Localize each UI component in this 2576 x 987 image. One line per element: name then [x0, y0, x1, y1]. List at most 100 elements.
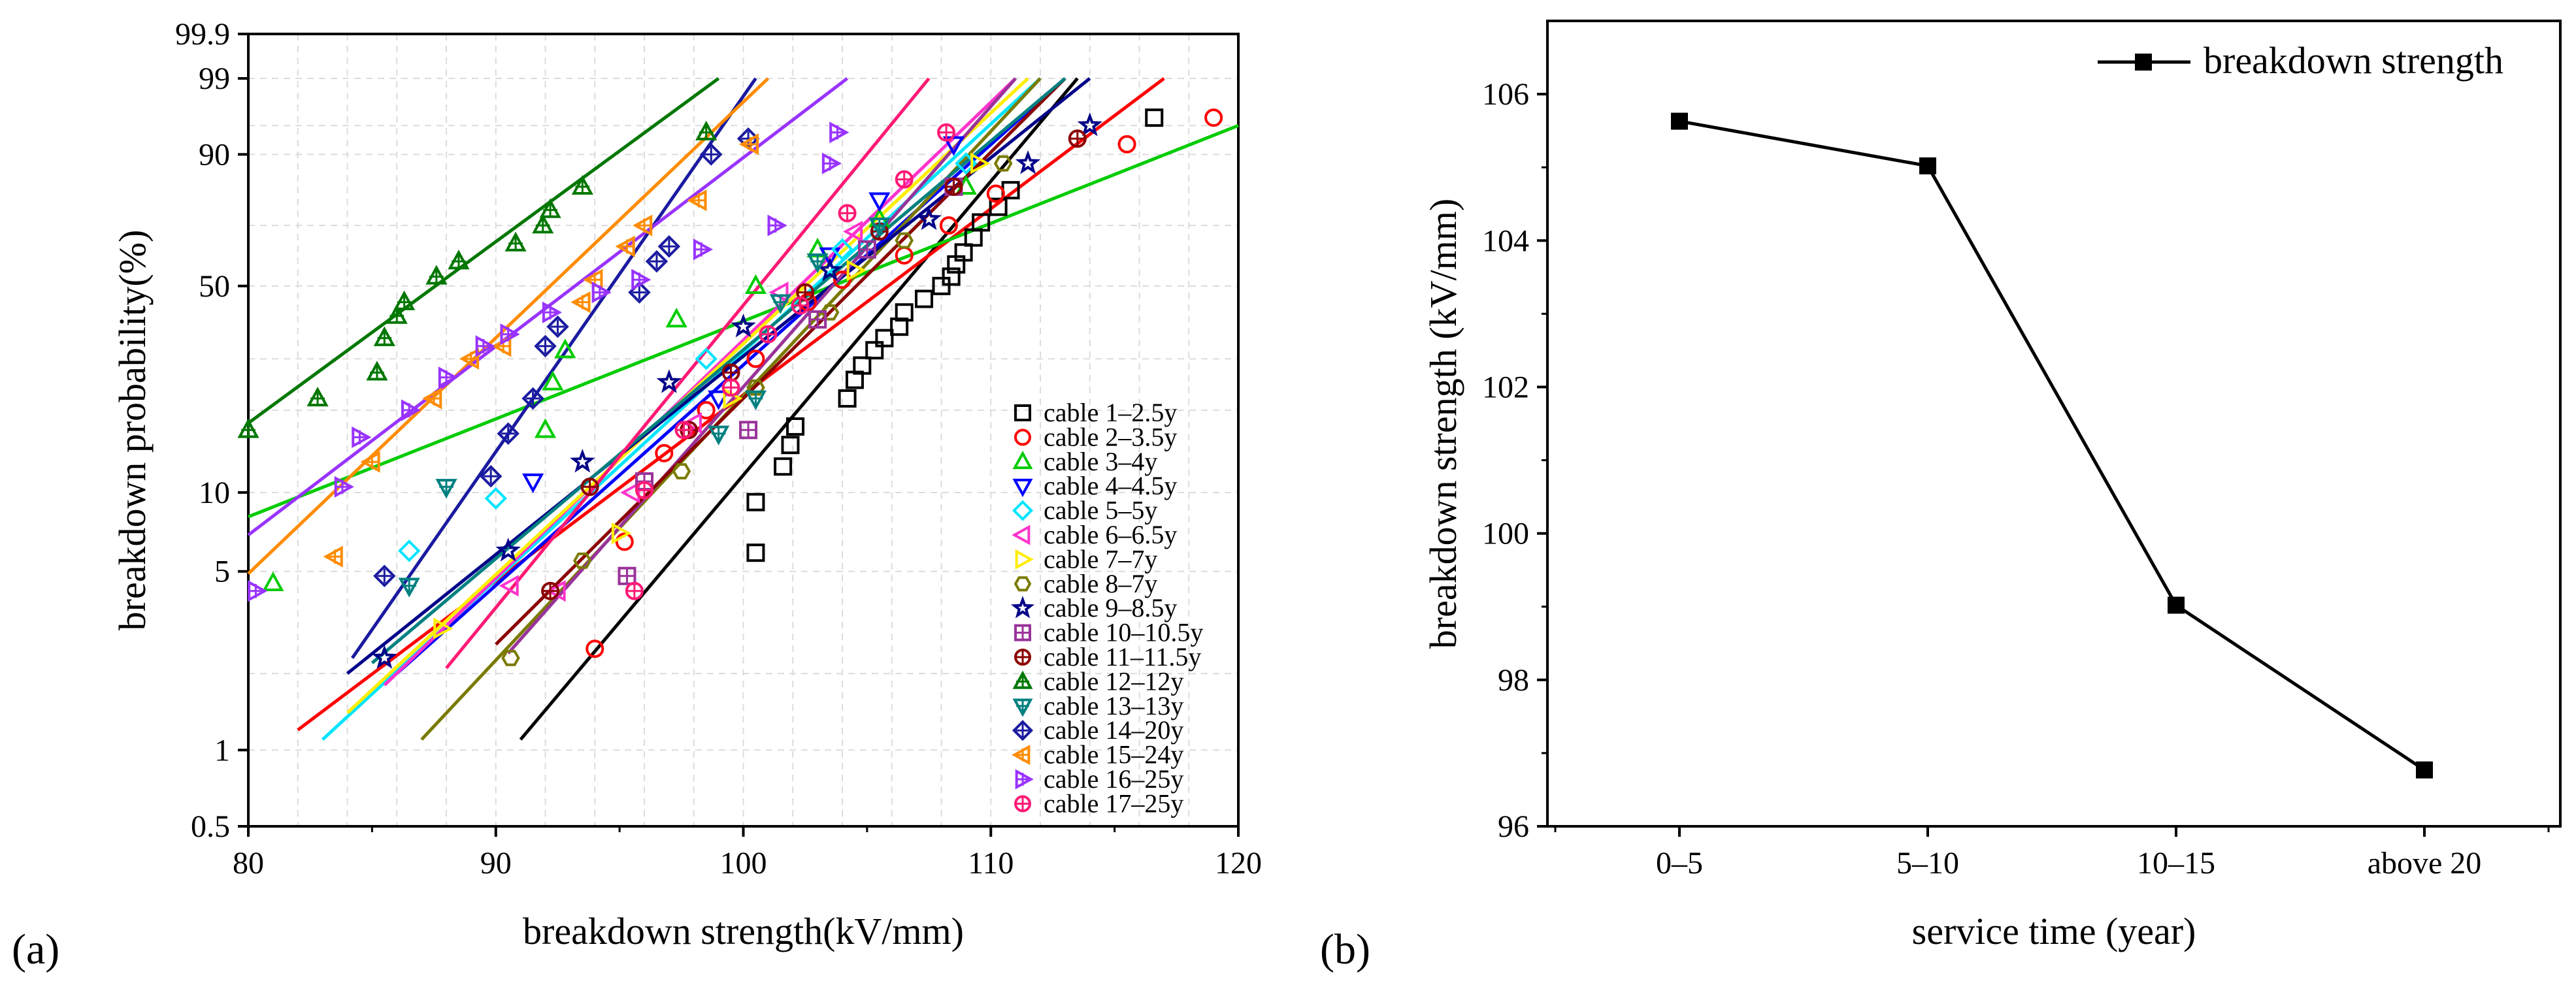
data-point — [386, 304, 408, 324]
y-tick-label: 98 — [1498, 663, 1529, 698]
y-axis-label: breakdown strength (kV/mm) — [1422, 199, 1464, 649]
x-tick-label: 90 — [480, 846, 512, 881]
data-point — [954, 243, 973, 262]
data-point — [360, 451, 380, 473]
data-point — [693, 238, 714, 261]
panel-a-label: (a) — [12, 926, 59, 973]
fit-line — [248, 123, 1239, 519]
x-axis-label: service time (year) — [1912, 910, 2196, 952]
data-point — [916, 206, 942, 231]
data-point — [708, 390, 730, 410]
data-point — [821, 152, 842, 174]
data-point — [890, 317, 909, 336]
data-point — [306, 387, 329, 407]
data-point — [532, 214, 554, 234]
legend-label: cable 2–3.5y — [1044, 422, 1177, 451]
y-tick-label: 99.9 — [175, 17, 230, 52]
data-point — [829, 121, 850, 144]
data-point — [438, 366, 458, 389]
legend-marker — [1014, 404, 1031, 421]
data-point — [615, 532, 634, 551]
data-point — [759, 325, 778, 344]
data-point — [573, 552, 592, 569]
legend-marker — [1015, 549, 1034, 570]
panel-b-plot-frame — [1546, 20, 2562, 828]
data-point — [586, 639, 604, 658]
legend-marker — [2135, 54, 2152, 71]
data-point — [865, 341, 884, 360]
data-point — [786, 417, 805, 436]
data-point — [838, 204, 857, 223]
data-point — [838, 389, 857, 408]
data-point — [2168, 596, 2185, 614]
y-tick-label: 90 — [199, 137, 230, 172]
data-point — [746, 493, 765, 511]
data-point — [334, 476, 354, 498]
legend-marker — [1014, 429, 1031, 446]
data-point — [831, 238, 854, 261]
data-point — [746, 379, 765, 396]
panel-a-chart: 80 90 100 110 120 0.5 1 5 10 50 90 99 99.9 breakdown … — [12, 17, 1262, 973]
data-point — [373, 326, 395, 346]
data-point — [571, 174, 593, 195]
legend-label: cable 16–25y — [1044, 764, 1183, 794]
data-point — [993, 155, 1013, 172]
data-point — [433, 617, 454, 639]
data-point — [500, 323, 520, 346]
fit-line — [506, 77, 1017, 655]
data-point — [497, 422, 520, 445]
data-point — [700, 143, 723, 166]
data-point — [857, 240, 876, 259]
y-tick-label: 96 — [1498, 809, 1529, 844]
data-point — [767, 214, 787, 236]
data-point — [846, 259, 867, 282]
data-point — [657, 235, 681, 258]
data-point — [731, 313, 756, 338]
legend-label: cable 11–11.5y — [1044, 642, 1201, 671]
data-point — [542, 301, 563, 323]
series-line — [1679, 120, 2426, 771]
data-point — [484, 487, 507, 510]
data-point — [695, 348, 718, 370]
x-tick-label: above 20 — [2368, 846, 2482, 881]
data-point — [1117, 135, 1136, 154]
data-point — [570, 448, 595, 473]
x-tick-label: 0–5 — [1656, 846, 1703, 881]
panel-b-chart: 96 98 100 102 104 106 0–5 5–10 10–15 above 20 serv… — [1320, 20, 2562, 973]
legend-label: cable 4–4.5y — [1044, 471, 1177, 500]
fit-line — [519, 77, 1079, 741]
y-axis-label: breakdown probability(%) — [111, 230, 154, 631]
legend-label: cable 1–2.5y — [1044, 398, 1177, 427]
data-point — [542, 370, 564, 391]
legend-marker — [1014, 576, 1032, 592]
data-point — [875, 329, 894, 348]
data-point — [1077, 112, 1102, 137]
data-point — [479, 464, 503, 488]
legend-label: cable 13–13y — [1044, 691, 1183, 720]
legend-label: cable 7–7y — [1044, 544, 1157, 574]
data-point — [744, 390, 767, 410]
x-tick-label: 110 — [968, 846, 1014, 881]
x-tick-label: 100 — [720, 846, 767, 881]
data-point — [521, 473, 544, 493]
data-point — [868, 192, 891, 212]
data-point — [746, 349, 765, 368]
legend-marker — [1014, 649, 1031, 666]
panel-b-label: (b) — [1320, 926, 1370, 973]
data-point — [769, 294, 791, 314]
legend-marker — [1010, 596, 1035, 619]
data-point — [914, 289, 933, 308]
y-tick-label: 100 — [1482, 517, 1529, 551]
legend-label: breakdown strength — [2204, 39, 2503, 82]
legend-marker — [1015, 769, 1034, 790]
data-point — [2416, 761, 2433, 779]
data-point — [937, 123, 956, 142]
data-point — [373, 564, 396, 587]
y-tick-label: 50 — [199, 269, 230, 304]
legend-marker — [1014, 795, 1031, 813]
data-point — [1671, 112, 1688, 130]
data-point — [237, 418, 259, 438]
data-point — [625, 581, 644, 600]
data-point — [687, 189, 707, 212]
x-tick-label: 10–15 — [2137, 846, 2215, 881]
